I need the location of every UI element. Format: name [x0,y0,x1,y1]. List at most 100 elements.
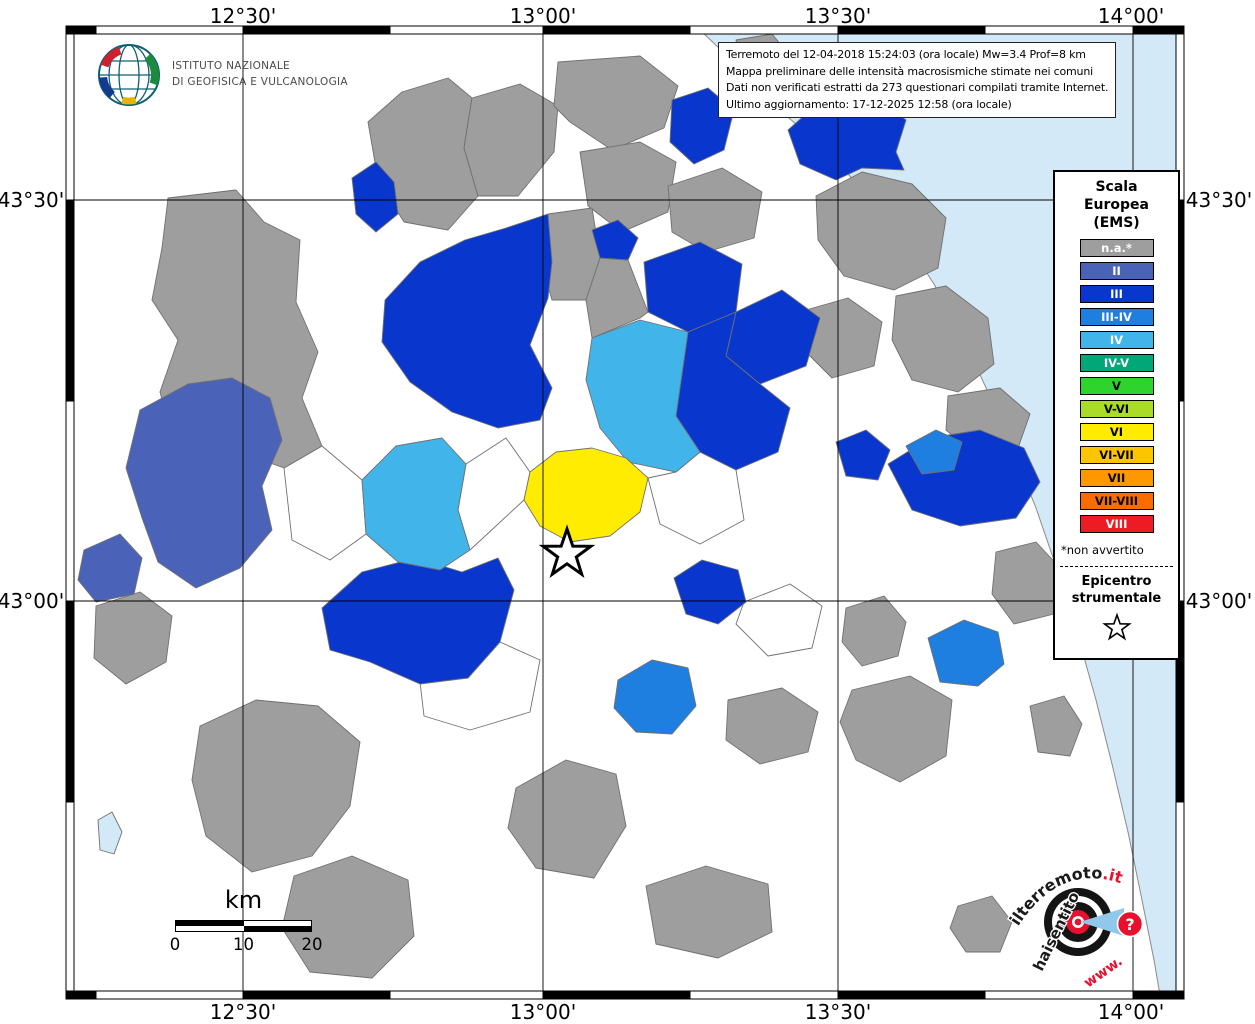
scalebar-cell [243,921,311,926]
axis-label-top: 12°30' [209,4,277,28]
legend-divider [1060,565,1173,567]
municipality-III-IV [613,659,697,735]
legend-swatch-IV-V: IV-V [1079,353,1154,372]
axis-label-top: 14°00' [1097,4,1165,28]
map-frame-segment [837,990,986,1000]
municipality-na [507,759,627,879]
municipality-III [381,213,553,429]
watermark-www: www. [1081,953,1126,991]
municipality-na [815,171,947,291]
map-frame-segment [65,199,75,402]
map-frame-segment [389,990,544,1000]
municipality-na [645,865,773,959]
map-frame-segment [65,990,75,1000]
scale-bar-ticks: 0 10 20 [170,935,323,955]
map-frame-segment [1175,25,1185,35]
epicenter-legend-label: Epicentro strumentale [1071,573,1162,606]
legend-swatch-n.a.*: n.a.* [1079,238,1154,257]
municipality-na [93,591,173,685]
map-frame-segment [95,990,244,1000]
axis-label-right: 43°00' [1185,589,1253,613]
municipality-IV [361,437,471,571]
municipality-water [97,811,123,855]
scale-unit-label: km [224,886,263,914]
question-mark: ? [1125,915,1134,934]
scalebar-tick: 0 [169,935,181,954]
municipality-III-IV [905,429,963,475]
scale-bar-graphic [175,920,312,932]
axis-label-top: 13°30' [804,4,872,28]
municipality-na [725,687,819,765]
ingv-name-line1: ISTITUTO NAZIONALE [172,60,290,73]
municipality-na [281,855,415,979]
legend-swatch-IV: IV [1079,330,1154,349]
municipality-III-IV [927,619,1005,687]
scalebar-cell [176,921,244,926]
legend-footnote: *non avvertito [1061,542,1144,557]
ingv-globe-icon [98,44,160,106]
map-frame-segment [242,990,391,1000]
legend-swatch-VII: VII [1079,468,1154,487]
legend-swatch-V: V [1079,376,1154,395]
municipality-II [125,377,283,589]
municipality-III [835,429,891,481]
axis-label-bottom: 13°00' [509,1000,577,1024]
municipality-IV [585,319,701,473]
ingv-logo: ISTITUTO NAZIONALE DI GEOFISICA E VULCAN… [96,42,348,108]
info-line-data-source: Dati non verificati estratti da 273 ques… [726,81,1109,94]
municipality-III [591,219,639,261]
municipality-none [283,445,367,561]
municipality-na [949,895,1013,953]
question-bubble-icon [1116,910,1144,938]
municipality-na [579,141,677,233]
municipality-na [839,675,953,783]
legend-swatch-VI-VII: VI-VII [1079,445,1154,464]
map-frame-segment [1175,990,1185,1000]
legend-swatch-VIII: VIII [1079,514,1154,533]
municipality-III [673,559,747,625]
scalebar-cell [243,926,311,931]
axis-label-bottom: 13°30' [804,1000,872,1024]
epicenter-star [538,524,596,578]
municipality-na [1029,695,1083,757]
map-frame-segment [65,600,75,803]
legend-swatch-III-IV: III-IV [1079,307,1154,326]
legend-swatch-III: III [1079,284,1154,303]
municipality-na [841,595,907,667]
target-logo-icon: ? [1044,888,1144,956]
legend-items: n.a.* II III III-IV IV IV-V V V-VI VI VI-VII VII VI… [1060,238,1173,533]
haisentitoilterremoto-watermark: ? haisentito www. ilterremoto.it [1004,862,1144,992]
municipality-VI [523,447,649,543]
legend-title: Scala Europea (EMS) [1083,179,1150,231]
axis-label-right: 43°30' [1185,188,1253,212]
map-frame-segment [65,25,75,35]
earthquake-info-box: Terremoto del 12-04-2018 15:24:03 (ora l… [718,42,1117,118]
ems-legend-panel: Scala Europea (EMS) n.a.* II III III-IV IV IV… [1053,170,1180,660]
axis-label-left: 43°30' [0,188,65,212]
info-line-updated: Ultimo aggiornamento: 17-12-2025 12:58 (… [726,97,1012,111]
ingv-name: ISTITUTO NAZIONALE DI GEOFISICA E VULCAN… [172,59,348,91]
legend-swatch-VI: VI [1079,422,1154,441]
municipality-na [191,699,361,873]
map-frame-segment [65,801,75,996]
axis-label-left: 43°00' [0,589,65,613]
municipality-na [891,285,995,393]
legend-swatch-VII-VIII: VII-VIII [1079,491,1154,510]
ingv-name-line2: DI GEOFISICA E VULCANOLOGIA [172,76,348,88]
info-line-event: Terremoto del 12-04-2018 15:24:03 (ora l… [726,48,1086,61]
map-scale-bar: km 0 10 20 [170,886,323,955]
epicenter-star-icon [1101,612,1132,640]
map-frame-segment [65,29,75,201]
map-frame-segment [689,990,839,1000]
info-line-map-type: Mappa preliminare delle intensità macros… [726,64,1093,78]
legend-swatch-II: II [1079,261,1154,280]
map-frame-segment [65,400,75,602]
speech-wedge-icon [1080,908,1124,936]
scalebar-tick: 10 [233,935,254,954]
municipality-II [77,533,143,603]
axis-label-bottom: 12°30' [209,1000,277,1024]
legend-swatch-V-VI: V-VI [1079,399,1154,418]
scalebar-tick: 20 [301,935,323,954]
